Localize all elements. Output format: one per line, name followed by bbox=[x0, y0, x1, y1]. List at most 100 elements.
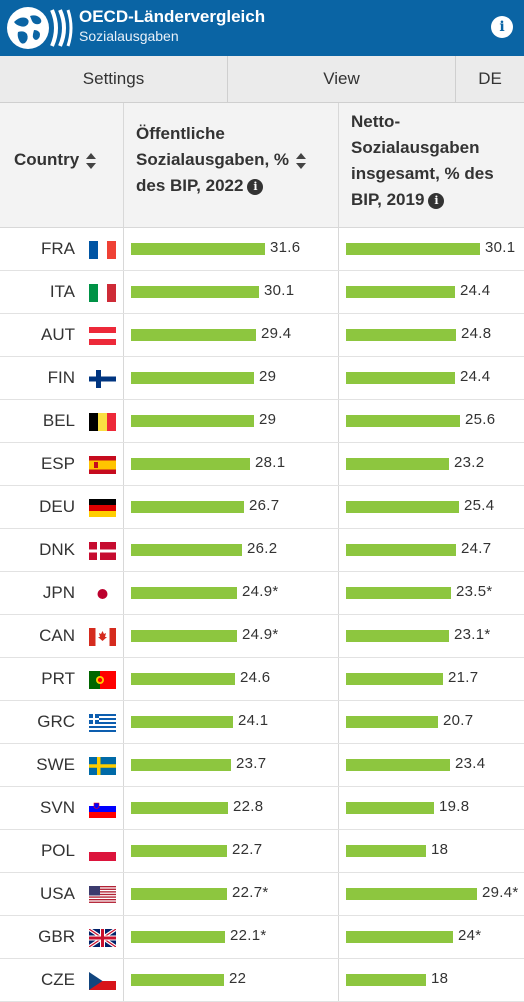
sort-icon[interactable] bbox=[85, 152, 97, 170]
country-code: POL bbox=[40, 841, 75, 860]
country-code: ITA bbox=[49, 282, 75, 301]
column-header-country[interactable]: Country bbox=[0, 103, 124, 227]
net-spending-cell: 19.8 bbox=[339, 787, 524, 829]
table-row[interactable]: GRC 24.1 20.7 bbox=[0, 701, 524, 744]
country-cell: DEU bbox=[0, 486, 124, 528]
net-spending-value: 20.7 bbox=[443, 712, 474, 729]
country-code: CAN bbox=[39, 626, 75, 645]
table-row[interactable]: ITA 30.1 24.4 bbox=[0, 271, 524, 314]
country-code: SWE bbox=[36, 755, 75, 774]
public-spending-bar bbox=[131, 974, 224, 986]
table-row[interactable]: SWE 23.7 23.4 bbox=[0, 744, 524, 787]
net-spending-bar bbox=[346, 888, 477, 900]
sort-icon[interactable] bbox=[295, 152, 307, 170]
dk-flag-icon bbox=[89, 542, 116, 560]
jp-flag-icon bbox=[89, 585, 116, 603]
net-spending-cell: 25.6 bbox=[339, 400, 524, 442]
net-spending-value: 30.1 bbox=[485, 239, 516, 256]
table-row[interactable]: BEL 29 25.6 bbox=[0, 400, 524, 443]
country-code: DNK bbox=[39, 540, 75, 559]
net-spending-value: 23.5* bbox=[456, 583, 493, 600]
net-spending-value: 21.7 bbox=[448, 669, 479, 686]
net-spending-cell: 20.7 bbox=[339, 701, 524, 743]
table-row[interactable]: DNK 26.2 24.7 bbox=[0, 529, 524, 572]
public-spending-cell: 24.1 bbox=[124, 701, 339, 743]
view-button[interactable]: View bbox=[228, 56, 456, 102]
net-spending-cell: 18 bbox=[339, 959, 524, 1001]
public-spending-value: 22.1* bbox=[230, 927, 267, 944]
public-spending-value: 26.7 bbox=[249, 497, 280, 514]
toolbar: Settings View DE bbox=[0, 56, 524, 103]
table-row[interactable]: FIN 29 24.4 bbox=[0, 357, 524, 400]
public-spending-value: 24.9* bbox=[242, 583, 279, 600]
country-cell: PRT bbox=[0, 658, 124, 700]
country-cell: GBR bbox=[0, 916, 124, 958]
net-spending-value: 24.7 bbox=[461, 540, 492, 557]
country-code: JPN bbox=[42, 583, 75, 602]
info-icon[interactable]: i bbox=[247, 178, 264, 195]
public-spending-value: 30.1 bbox=[264, 282, 295, 299]
column-label-net-line2: Sozialausgaben bbox=[351, 138, 480, 157]
country-cell: FIN bbox=[0, 357, 124, 399]
de-flag-icon bbox=[89, 499, 116, 517]
public-spending-value: 22.7 bbox=[232, 841, 263, 858]
public-spending-bar bbox=[131, 243, 265, 255]
net-spending-cell: 23.5* bbox=[339, 572, 524, 614]
net-spending-value: 18 bbox=[431, 841, 449, 858]
info-icon[interactable]: i bbox=[491, 16, 513, 38]
country-cell: POL bbox=[0, 830, 124, 872]
table-row[interactable]: USA 22.7* 29.4* bbox=[0, 873, 524, 916]
net-spending-cell: 21.7 bbox=[339, 658, 524, 700]
public-spending-cell: 22.8 bbox=[124, 787, 339, 829]
table-row[interactable]: DEU 26.7 25.4 bbox=[0, 486, 524, 529]
net-spending-bar bbox=[346, 673, 443, 685]
country-cell: ESP bbox=[0, 443, 124, 485]
public-spending-cell: 29 bbox=[124, 400, 339, 442]
country-code: ESP bbox=[40, 454, 75, 473]
public-spending-cell: 22 bbox=[124, 959, 339, 1001]
public-spending-bar bbox=[131, 673, 235, 685]
table-row[interactable]: JPN 24.9* 23.5* bbox=[0, 572, 524, 615]
net-spending-cell: 24.8 bbox=[339, 314, 524, 356]
info-icon[interactable]: i bbox=[428, 192, 445, 209]
net-spending-cell: 24.7 bbox=[339, 529, 524, 571]
net-spending-value: 25.6 bbox=[465, 411, 496, 428]
public-spending-bar bbox=[131, 759, 231, 771]
net-spending-bar bbox=[346, 931, 453, 943]
us-flag-icon bbox=[89, 886, 116, 904]
country-cell: BEL bbox=[0, 400, 124, 442]
table-row[interactable]: CAN 24.9* 23.1* bbox=[0, 615, 524, 658]
table-row[interactable]: ESP 28.1 23.2 bbox=[0, 443, 524, 486]
net-spending-bar bbox=[346, 415, 460, 427]
public-spending-bar bbox=[131, 888, 227, 900]
column-header-net-spending[interactable]: Netto- Sozialausgaben insgesamt, % des B… bbox=[339, 103, 524, 227]
table-row[interactable]: GBR 22.1* 24* bbox=[0, 916, 524, 959]
net-spending-cell: 24.4 bbox=[339, 357, 524, 399]
column-header-public-spending[interactable]: Öffentliche Sozialausgaben, % des BIP, 2… bbox=[124, 103, 339, 227]
table-row[interactable]: SVN 22.8 19.8 bbox=[0, 787, 524, 830]
fi-flag-icon bbox=[89, 370, 116, 388]
public-spending-value: 24.6 bbox=[240, 669, 271, 686]
public-spending-value: 22 bbox=[229, 970, 247, 987]
settings-button[interactable]: Settings bbox=[0, 56, 228, 102]
net-spending-bar bbox=[346, 329, 456, 341]
net-spending-value: 25.4 bbox=[464, 497, 495, 514]
fr-flag-icon bbox=[89, 241, 116, 259]
public-spending-value: 29.4 bbox=[261, 325, 292, 342]
table-row[interactable]: FRA 31.6 30.1 bbox=[0, 228, 524, 271]
public-spending-value: 22.7* bbox=[232, 884, 269, 901]
net-spending-bar bbox=[346, 759, 450, 771]
language-button[interactable]: DE bbox=[478, 69, 502, 88]
public-spending-cell: 29.4 bbox=[124, 314, 339, 356]
public-spending-value: 23.7 bbox=[236, 755, 267, 772]
table-row[interactable]: AUT 29.4 24.8 bbox=[0, 314, 524, 357]
table-row[interactable]: PRT 24.6 21.7 bbox=[0, 658, 524, 701]
public-spending-bar bbox=[131, 587, 237, 599]
public-spending-bar bbox=[131, 931, 225, 943]
public-spending-value: 24.1 bbox=[238, 712, 269, 729]
column-label-public-line2: Sozialausgaben, % bbox=[136, 150, 290, 169]
public-spending-cell: 24.6 bbox=[124, 658, 339, 700]
table-row[interactable]: POL 22.7 18 bbox=[0, 830, 524, 873]
table-row[interactable]: CZE 22 18 bbox=[0, 959, 524, 1002]
country-cell: AUT bbox=[0, 314, 124, 356]
